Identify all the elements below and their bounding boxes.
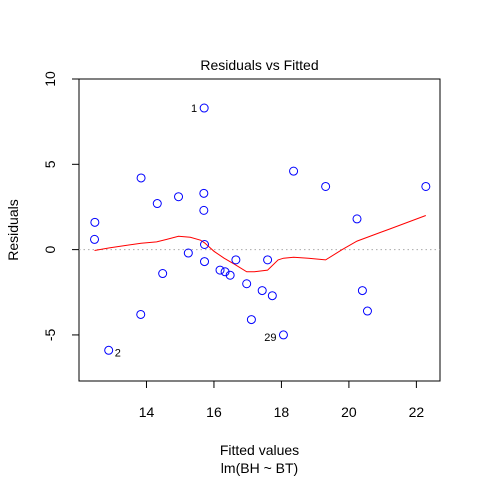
- residual-point: [158, 269, 168, 279]
- axes: 14 16 18 20 22 -5 0 5 10: [42, 71, 424, 420]
- residual-point: [215, 265, 225, 275]
- residual-point: [231, 255, 241, 265]
- residual-point: [152, 199, 162, 209]
- y-tick-label: 5: [42, 160, 58, 168]
- residual-point: [421, 181, 431, 191]
- outlier-label: 29: [264, 332, 276, 344]
- residual-point: [199, 188, 209, 198]
- residual-point: [200, 240, 210, 250]
- y-axis-label: Residuals: [5, 199, 21, 260]
- x-tick-label: 20: [341, 404, 357, 420]
- model-formula-label: lm(BH ~ BT): [221, 460, 298, 476]
- residual-point: [199, 103, 209, 113]
- residual-point: [352, 214, 362, 224]
- y-tick-label: 10: [42, 71, 58, 87]
- smooth-line: [94, 215, 426, 273]
- x-axis-label: Fitted values: [220, 442, 299, 458]
- smooth-line-path: [94, 215, 426, 273]
- chart-title: Residuals vs Fitted: [200, 57, 318, 73]
- residual-point: [357, 286, 367, 296]
- residual-point: [242, 279, 252, 289]
- residual-point: [90, 234, 100, 244]
- residual-point: [246, 315, 256, 325]
- residual-point: [199, 205, 209, 215]
- x-tick-label: 16: [206, 404, 222, 420]
- x-tick-label: 18: [274, 404, 290, 420]
- residual-point: [321, 181, 331, 191]
- outlier-labels: 1 2 29: [115, 103, 277, 359]
- residual-point: [200, 257, 210, 267]
- residual-point: [183, 248, 193, 258]
- residual-point: [263, 255, 273, 265]
- residual-points: [90, 103, 431, 355]
- residual-point: [90, 217, 100, 227]
- residual-point: [267, 291, 277, 301]
- x-tick-label: 14: [139, 404, 155, 420]
- residual-point: [174, 192, 184, 202]
- x-tick-label: 22: [409, 404, 425, 420]
- outlier-label: 2: [115, 347, 121, 359]
- residual-point: [104, 345, 114, 355]
- residual-point: [136, 173, 146, 183]
- residual-point: [225, 270, 235, 280]
- residual-point: [136, 309, 146, 319]
- residual-point: [362, 306, 372, 316]
- outlier-label: 1: [191, 103, 197, 115]
- y-tick-label: -5: [42, 328, 58, 341]
- residual-point: [257, 286, 267, 296]
- residual-point: [289, 166, 299, 176]
- y-tick-label: 0: [42, 246, 58, 254]
- residual-point: [278, 330, 288, 340]
